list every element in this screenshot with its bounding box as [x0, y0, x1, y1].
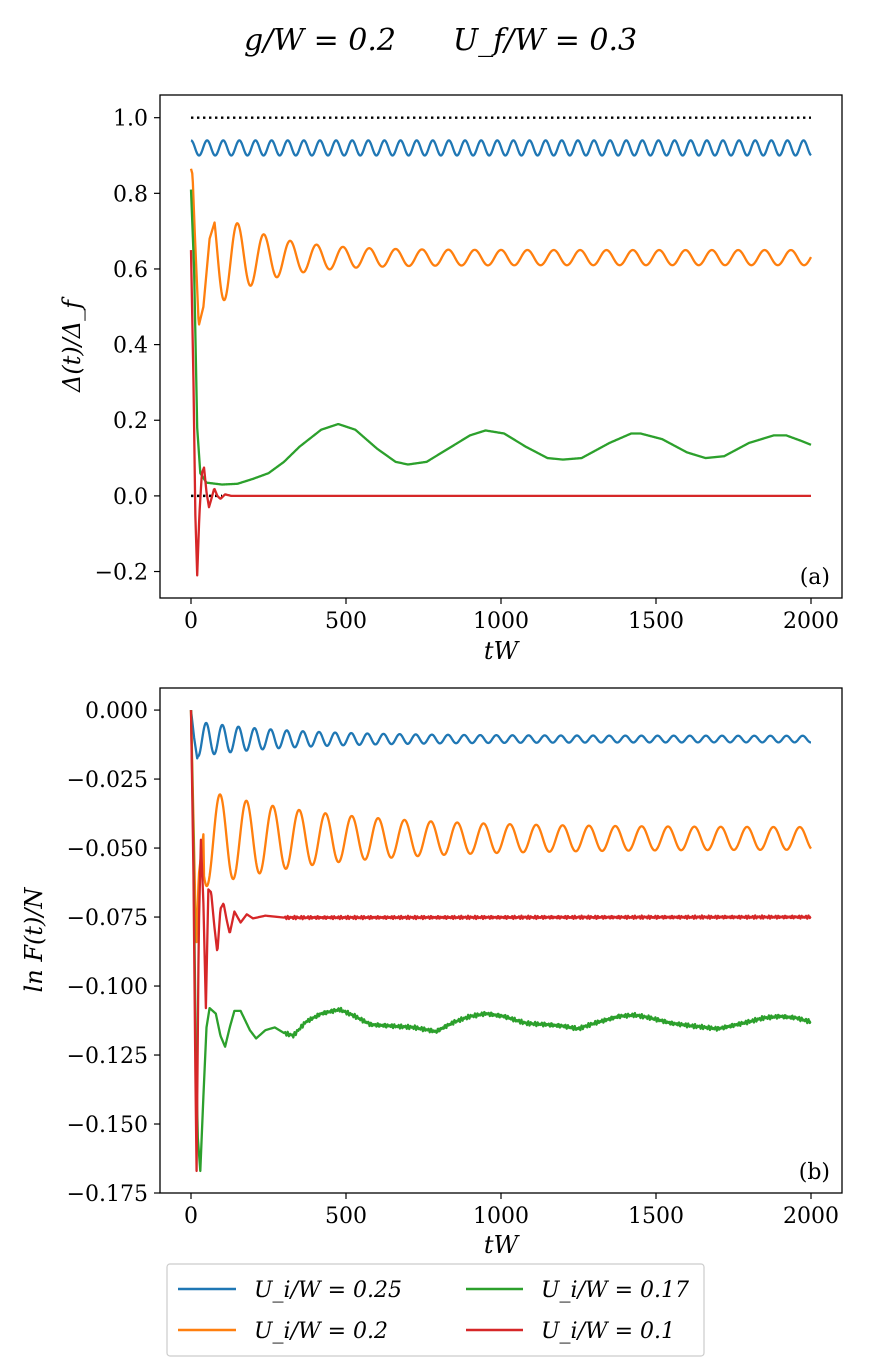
series-line-1-2: [189, 710, 812, 1173]
y-tick-label-1-4: −0.100: [67, 975, 148, 1000]
x-tick-label-1-3: 1500: [628, 1204, 684, 1229]
legend-label-2: U_i/W = 0.2: [254, 1319, 388, 1344]
y-tick-label-1-2: −0.050: [67, 837, 148, 862]
x-tick-label-1-2: 1000: [473, 1204, 529, 1229]
panel-b-data: [189, 709, 812, 1173]
y-tick-label-0-0: −0.2: [95, 561, 148, 586]
legend-label-1: U_i/W = 0.17: [541, 1278, 689, 1303]
x-tick-label-0-4: 2000: [783, 609, 839, 634]
panel-b-ylabel: ln F(t)/N: [20, 887, 48, 993]
panel-a-data: [189, 116, 813, 577]
y-tick-label-0-1: 0.0: [113, 485, 148, 510]
panel-b-xlabel: tW: [484, 1231, 521, 1259]
panel-a-ylabel: Δ(t)/Δ_f: [58, 296, 86, 393]
x-tick-label-1-4: 2000: [783, 1204, 839, 1229]
series-line-0-3: [189, 250, 812, 577]
y-tick-label-1-7: −0.175: [67, 1182, 148, 1207]
x-tick-label-1-1: 500: [325, 1204, 367, 1229]
legend: U_i/W = 0.25 U_i/W = 0.17 U_i/W = 0.2 U_…: [166, 1263, 705, 1357]
figure-title-part2: U_f/W = 0.3: [453, 23, 637, 58]
panel-a-xlabel: tW: [484, 637, 521, 665]
panel-a-axes: 0 500 1000 1500 2000 −0.2 0.0 0.2 0.4 0.6 0.8 1.0: [95, 107, 839, 634]
y-tick-label-0-6: 1.0: [113, 107, 148, 132]
y-tick-label-0-2: 0.2: [113, 409, 148, 434]
x-tick-label-0-0: 0: [184, 609, 198, 634]
legend-label-0: U_i/W = 0.25: [254, 1278, 402, 1303]
y-tick-label-1-1: −0.025: [67, 768, 148, 793]
panel-a: 0 500 1000 1500 2000 −0.2 0.0 0.2 0.4 0.6 0.8 1.0 (…: [58, 94, 843, 665]
legend-label-3: U_i/W = 0.1: [541, 1319, 675, 1344]
series-line-0-2: [189, 189, 812, 486]
panel-b-frame: [159, 687, 843, 1194]
series-line-0-1: [189, 168, 813, 326]
panel-a-label: (a): [800, 565, 830, 590]
series-line-1-1: [189, 710, 812, 944]
panel-b: 0 500 1000 1500 2000 0.000 −0.025 −0.050 −0.075 −…: [20, 687, 843, 1259]
series-line-1-3: [189, 710, 812, 1173]
y-tick-label-1-3: −0.075: [67, 906, 148, 931]
panel-b-label: (b): [799, 1160, 830, 1185]
x-tick-label-0-1: 500: [325, 609, 367, 634]
legend-frame: [166, 1263, 705, 1357]
series-line-0-0: [190, 139, 812, 157]
x-tick-label-1-0: 0: [184, 1204, 198, 1229]
y-tick-label-0-3: 0.4: [113, 334, 148, 359]
y-tick-label-1-5: −0.125: [67, 1044, 148, 1069]
x-tick-label-0-2: 1000: [473, 609, 529, 634]
x-tick-label-0-3: 1500: [628, 609, 684, 634]
y-tick-label-0-4: 0.6: [113, 258, 148, 283]
y-tick-label-0-5: 0.8: [113, 182, 148, 207]
series-line-1-0: [189, 709, 812, 760]
y-tick-label-1-0: 0.000: [85, 699, 148, 724]
figure-title-part1: g/W = 0.2: [244, 23, 396, 58]
y-tick-label-1-6: −0.150: [67, 1113, 148, 1138]
panel-b-axes: 0 500 1000 1500 2000 0.000 −0.025 −0.050 −0.075 −…: [67, 699, 839, 1229]
panel-a-frame: [159, 94, 843, 599]
